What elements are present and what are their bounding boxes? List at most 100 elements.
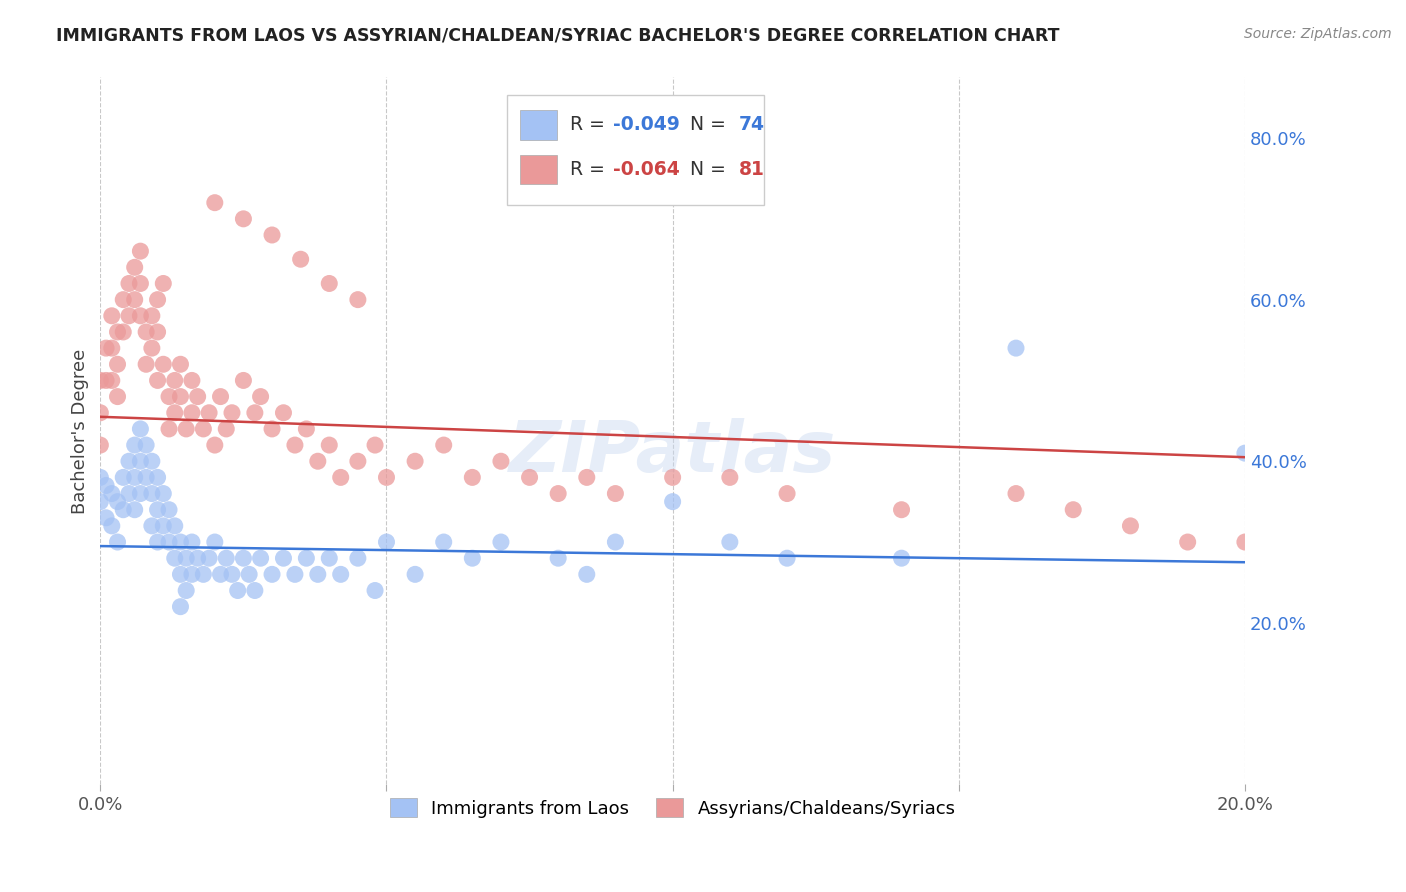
Point (141, 519, 163, 533)
Point (232, 373, 254, 387)
Point (329, 470, 352, 484)
Point (209, 390, 232, 404)
Point (260, 227, 283, 242)
Point (124, 438, 146, 452)
Point (107, 494, 129, 508)
Point (364, 438, 387, 452)
Point (174, 551, 197, 566)
Point (193, 422, 215, 436)
Point (146, 470, 169, 484)
Point (169, 599, 191, 614)
Point (260, 422, 283, 436)
Point (221, 567, 243, 582)
Point (107, 535, 129, 549)
Point (284, 438, 307, 452)
Point (135, 438, 157, 452)
Point (1062, 502, 1084, 516)
Point (89, 406, 111, 420)
Point (375, 535, 398, 549)
Point (238, 567, 260, 582)
Point (260, 567, 283, 582)
Point (124, 260, 146, 275)
Point (152, 277, 174, 291)
Point (118, 277, 141, 291)
Point (146, 293, 169, 307)
Text: -0.049: -0.049 (613, 115, 681, 135)
Point (135, 357, 157, 371)
Point (169, 390, 191, 404)
Point (94, 341, 117, 355)
Text: 74: 74 (740, 115, 765, 135)
Point (519, 470, 541, 484)
Point (295, 551, 318, 566)
Point (124, 293, 146, 307)
Point (180, 406, 202, 420)
Point (249, 551, 271, 566)
Point (193, 567, 215, 582)
Point (215, 422, 238, 436)
Point (89, 373, 111, 387)
Point (605, 535, 627, 549)
Point (661, 494, 683, 508)
Text: IMMIGRANTS FROM LAOS VS ASSYRIAN/CHALDEAN/SYRIAC BACHELOR'S DEGREE CORRELATION C: IMMIGRANTS FROM LAOS VS ASSYRIAN/CHALDEA… (56, 27, 1060, 45)
Point (129, 422, 152, 436)
Point (129, 309, 152, 323)
Point (124, 502, 146, 516)
Point (575, 470, 598, 484)
Point (347, 551, 370, 566)
FancyBboxPatch shape (520, 154, 557, 184)
Point (163, 551, 186, 566)
Point (890, 502, 912, 516)
Point (112, 502, 135, 516)
Point (273, 551, 295, 566)
Point (129, 244, 152, 259)
Point (141, 341, 163, 355)
Point (776, 486, 799, 500)
Point (1005, 486, 1028, 500)
Point (135, 470, 157, 484)
Point (1119, 519, 1142, 533)
Point (129, 454, 152, 468)
Point (94, 478, 117, 492)
Point (101, 519, 124, 533)
Point (135, 325, 157, 339)
Point (318, 438, 340, 452)
Point (118, 486, 141, 500)
Point (547, 486, 569, 500)
Point (404, 454, 426, 468)
Point (101, 309, 124, 323)
Point (124, 470, 146, 484)
Point (94, 373, 117, 387)
Point (118, 309, 141, 323)
Point (141, 486, 163, 500)
Point (146, 502, 169, 516)
Point (307, 454, 329, 468)
Point (146, 535, 169, 549)
Point (347, 293, 370, 307)
Point (375, 470, 398, 484)
Point (404, 567, 426, 582)
Point (1177, 535, 1199, 549)
Point (318, 551, 340, 566)
Legend: Immigrants from Laos, Assyrians/Chaldeans/Syriacs: Immigrants from Laos, Assyrians/Chaldean… (382, 791, 963, 825)
Point (163, 406, 186, 420)
Y-axis label: Bachelor's Degree: Bachelor's Degree (72, 348, 89, 514)
Point (141, 309, 163, 323)
Point (461, 551, 484, 566)
Point (307, 567, 329, 582)
Point (221, 406, 243, 420)
Point (433, 438, 456, 452)
Point (174, 583, 197, 598)
Point (146, 373, 169, 387)
Point (226, 583, 249, 598)
Point (1005, 341, 1028, 355)
Point (157, 390, 180, 404)
Point (89, 470, 111, 484)
Point (209, 567, 232, 582)
Text: ZIPatlas: ZIPatlas (509, 417, 837, 487)
Text: N =: N = (678, 115, 733, 135)
Point (547, 551, 569, 566)
Point (198, 406, 221, 420)
Point (890, 551, 912, 566)
Point (146, 325, 169, 339)
